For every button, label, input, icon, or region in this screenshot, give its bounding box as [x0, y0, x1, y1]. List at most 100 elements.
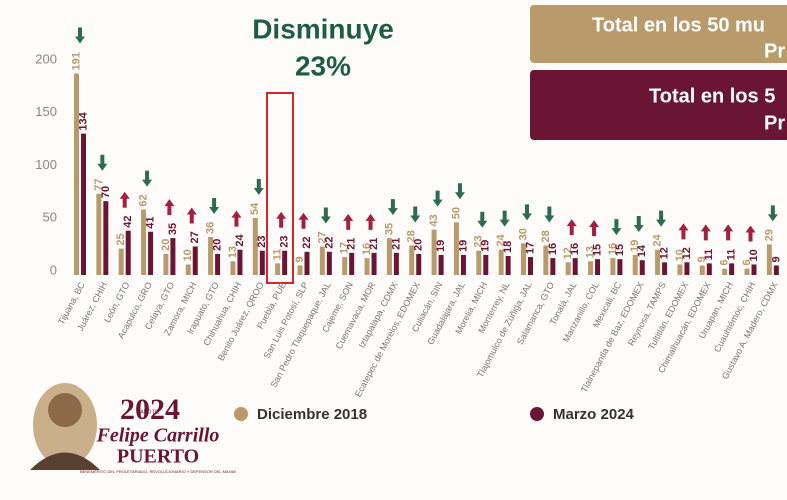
value-label: 14	[636, 244, 648, 257]
trend-arrow	[678, 223, 689, 240]
value-label: 28	[540, 230, 552, 242]
trend-arrow	[589, 220, 600, 237]
bar	[386, 238, 392, 275]
bar	[588, 261, 594, 275]
bar	[230, 261, 236, 275]
portrait-body	[30, 452, 100, 470]
trend-arrow	[142, 170, 153, 187]
value-label: 21	[390, 238, 402, 250]
trend-arrow	[164, 199, 175, 216]
value-label: 19	[629, 240, 641, 252]
value-label: 23	[473, 235, 485, 247]
bar	[632, 254, 638, 275]
value-label: 20	[212, 239, 224, 251]
panel-text: Total en los 50 mu	[592, 14, 765, 36]
value-label: 20	[160, 239, 172, 251]
bar	[699, 265, 705, 275]
value-label: 24	[652, 234, 664, 247]
y-tick-label: 0	[50, 262, 57, 277]
value-label: 16	[547, 243, 559, 255]
value-label: 19	[435, 240, 447, 252]
logo-name: PUERTO	[117, 446, 199, 468]
trend-arrow	[477, 211, 488, 228]
value-label: 11	[272, 249, 284, 261]
bar	[655, 249, 661, 275]
value-label: 27	[316, 231, 328, 243]
trend-arrow	[454, 183, 465, 200]
trend-arrow	[209, 198, 220, 215]
annotation: Disminuye	[252, 13, 394, 44]
y-tick-label: 150	[35, 104, 57, 119]
bar	[208, 237, 214, 275]
value-label: 12	[659, 247, 671, 259]
value-label: 21	[368, 238, 380, 250]
value-label: 10	[748, 249, 760, 261]
bar	[74, 73, 79, 276]
bar	[528, 257, 533, 275]
trend-arrow	[276, 211, 287, 228]
bar	[639, 260, 645, 275]
y-tick-label: 200	[35, 51, 57, 66]
bar	[349, 252, 355, 275]
value-label: 22	[323, 237, 335, 249]
bar	[275, 263, 281, 275]
trend-arrow	[387, 199, 398, 216]
trend-arrow	[231, 210, 242, 227]
bar	[706, 263, 712, 275]
trend-arrow	[499, 210, 510, 227]
bar	[148, 231, 154, 275]
value-label: 28	[406, 230, 418, 242]
trend-arrow	[544, 206, 555, 223]
bar	[371, 252, 377, 275]
highlight-box	[266, 92, 294, 284]
value-label: 15	[614, 244, 626, 256]
value-label: 16	[361, 243, 373, 255]
bar	[773, 265, 779, 275]
value-label: 41	[144, 216, 156, 228]
bar	[550, 258, 556, 275]
value-label: 16	[607, 243, 619, 255]
trend-arrow	[566, 219, 577, 236]
legend-label: Diciembre 2018	[257, 406, 367, 423]
panel-text: Pr	[764, 40, 785, 62]
value-label: 29	[763, 229, 775, 241]
bar	[476, 250, 482, 275]
value-label: 19	[457, 240, 469, 252]
logo-caption: BENEMÉRITO DEL PROLETARIADO, REVOLUCIONA…	[80, 469, 236, 474]
trend-arrow	[656, 210, 667, 227]
portrait-face	[48, 393, 82, 427]
bar	[141, 209, 147, 275]
bar	[409, 245, 415, 275]
trend-arrow	[611, 219, 622, 236]
y-tick-label: 50	[43, 210, 57, 225]
value-label: 13	[584, 246, 596, 258]
trend-arrow	[298, 212, 309, 229]
bar	[304, 251, 310, 275]
bar	[297, 265, 303, 275]
value-label: 9	[294, 256, 306, 262]
bar	[751, 264, 757, 275]
bar	[96, 193, 102, 275]
bar	[215, 253, 221, 275]
trend-arrow	[75, 27, 85, 44]
bar	[326, 251, 332, 275]
bar	[543, 245, 549, 275]
value-label: 50	[450, 207, 462, 219]
value-label: 22	[301, 237, 313, 249]
bar	[744, 268, 750, 275]
bar	[431, 229, 437, 275]
value-label: 16	[569, 243, 581, 255]
value-label: 24	[495, 234, 507, 247]
value-label: 19	[480, 240, 492, 252]
value-label: 42	[122, 215, 134, 227]
trend-arrow	[320, 207, 331, 224]
bar	[259, 250, 265, 275]
value-label: 35	[167, 223, 179, 235]
trend-arrow	[700, 224, 711, 241]
bar	[416, 253, 422, 275]
bar	[565, 262, 571, 275]
trend-arrow	[97, 154, 108, 171]
bar	[662, 262, 668, 275]
panel-text: Pr	[764, 112, 785, 134]
